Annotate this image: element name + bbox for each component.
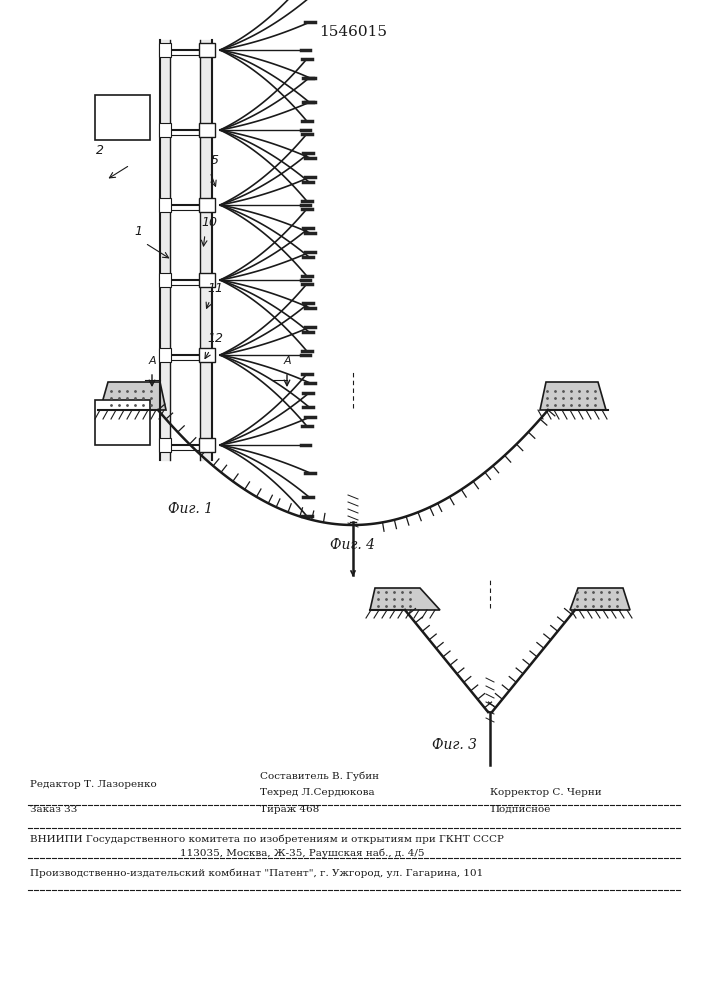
Text: 2: 2 bbox=[96, 144, 104, 157]
Bar bbox=[199, 123, 215, 137]
Bar bbox=[159, 123, 171, 137]
Bar bbox=[159, 438, 171, 452]
Text: Подписное: Подписное bbox=[490, 805, 550, 814]
Text: ВНИИПИ Государственного комитета по изобретениям и открытиям при ГКНТ СССР: ВНИИПИ Государственного комитета по изоб… bbox=[30, 834, 504, 844]
Polygon shape bbox=[540, 382, 606, 410]
Text: 1546015: 1546015 bbox=[319, 25, 387, 39]
Text: Фиг. 1: Фиг. 1 bbox=[168, 502, 213, 516]
Text: A: A bbox=[148, 356, 156, 366]
Text: Производственно-издательский комбинат "Патент", г. Ужгород, ул. Гагарина, 101: Производственно-издательский комбинат "П… bbox=[30, 868, 484, 878]
Text: Корректор С. Черни: Корректор С. Черни bbox=[490, 788, 602, 797]
Bar bbox=[159, 273, 171, 287]
Bar bbox=[159, 348, 171, 362]
Bar bbox=[95, 95, 150, 140]
Text: A: A bbox=[284, 356, 291, 366]
Bar bbox=[159, 43, 171, 57]
Bar bbox=[159, 198, 171, 212]
Polygon shape bbox=[100, 382, 166, 410]
Text: 11: 11 bbox=[207, 282, 223, 295]
Text: Редактор Т. Лазоренко: Редактор Т. Лазоренко bbox=[30, 780, 157, 789]
Text: Тираж 468: Тираж 468 bbox=[260, 805, 320, 814]
Bar bbox=[199, 43, 215, 57]
Bar bbox=[199, 273, 215, 287]
Text: 113035, Москва, Ж-35, Раушская наб., д. 4/5: 113035, Москва, Ж-35, Раушская наб., д. … bbox=[180, 848, 424, 858]
Polygon shape bbox=[370, 588, 440, 610]
Bar bbox=[95, 400, 150, 445]
Bar bbox=[199, 348, 215, 362]
Text: 12: 12 bbox=[207, 332, 223, 345]
Text: Фиг. 3: Фиг. 3 bbox=[433, 738, 477, 752]
Bar bbox=[199, 438, 215, 452]
Polygon shape bbox=[570, 588, 630, 610]
Text: Фиг. 4: Фиг. 4 bbox=[330, 538, 375, 552]
Text: 5: 5 bbox=[211, 154, 219, 167]
Text: 10: 10 bbox=[201, 216, 217, 229]
Text: Техред Л.Сердюкова: Техред Л.Сердюкова bbox=[260, 788, 375, 797]
Text: Заказ 33: Заказ 33 bbox=[30, 805, 77, 814]
Text: Составитель В. Губин: Составитель В. Губин bbox=[260, 772, 379, 781]
Text: 1: 1 bbox=[134, 225, 142, 238]
Bar bbox=[199, 198, 215, 212]
